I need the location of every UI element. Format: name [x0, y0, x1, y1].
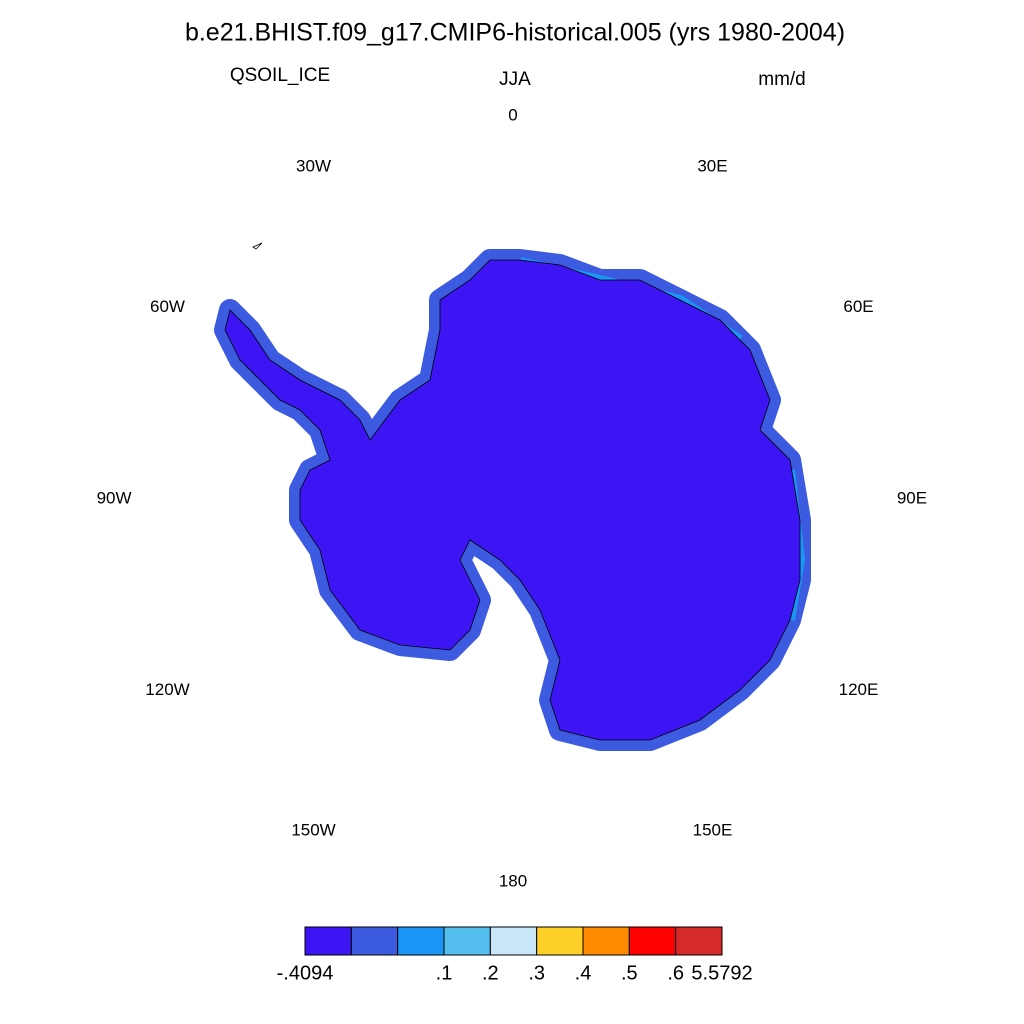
longitude-label: 180 — [499, 872, 527, 891]
colorbar-box — [582, 926, 630, 956]
colorbar-label: .2 — [482, 962, 499, 984]
longitude-label: 120E — [839, 680, 879, 699]
colorbar-box — [536, 926, 584, 956]
colorbar-label: .3 — [528, 962, 545, 984]
colorbar-box — [304, 926, 352, 956]
colorbar-box — [675, 926, 723, 956]
colorbar-label: .4 — [575, 962, 592, 984]
title: b.e21.BHIST.f09_g17.CMIP6-historical.005… — [185, 19, 845, 47]
longitude-label: 150W — [291, 820, 335, 839]
colorbar-box — [350, 926, 399, 956]
colorbar-label: -.4094 — [277, 962, 334, 984]
colorbar-label: .1 — [436, 962, 453, 984]
longitude-label: 30E — [697, 157, 727, 176]
season-label: JJA — [499, 69, 531, 90]
longitude-label: 90W — [97, 488, 132, 507]
antarctica — [225, 242, 800, 740]
colorbar: -.4094 .1 .2 .3 .4 .5 .6 5.5792 — [277, 926, 753, 984]
longitude-label: 0 — [508, 105, 517, 124]
colorbar-label: .5 — [621, 962, 638, 984]
longitude-label: 150E — [693, 820, 733, 839]
longitude-label: 60E — [843, 297, 873, 316]
interior — [225, 260, 800, 740]
variable-label: QSOIL_ICE — [230, 65, 330, 86]
colorbar-box — [443, 926, 491, 956]
longitude-label: 60W — [150, 297, 185, 316]
colorbar-label: 5.5792 — [691, 962, 752, 984]
colorbar-label: .6 — [667, 962, 684, 984]
longitude-label: 30W — [296, 157, 331, 176]
colorbar-box — [628, 926, 677, 956]
longitude-label: 120W — [145, 680, 189, 699]
longitude-label: 90E — [897, 488, 927, 507]
colorbar-box — [397, 926, 445, 956]
units-label: mm/d — [758, 69, 806, 90]
longitude-labels: 0 30E 60E 90E 120E 150E 180 150W 120W 90W 60W 30W — [97, 105, 928, 890]
colorbar-box — [489, 926, 538, 956]
island — [252, 242, 263, 250]
